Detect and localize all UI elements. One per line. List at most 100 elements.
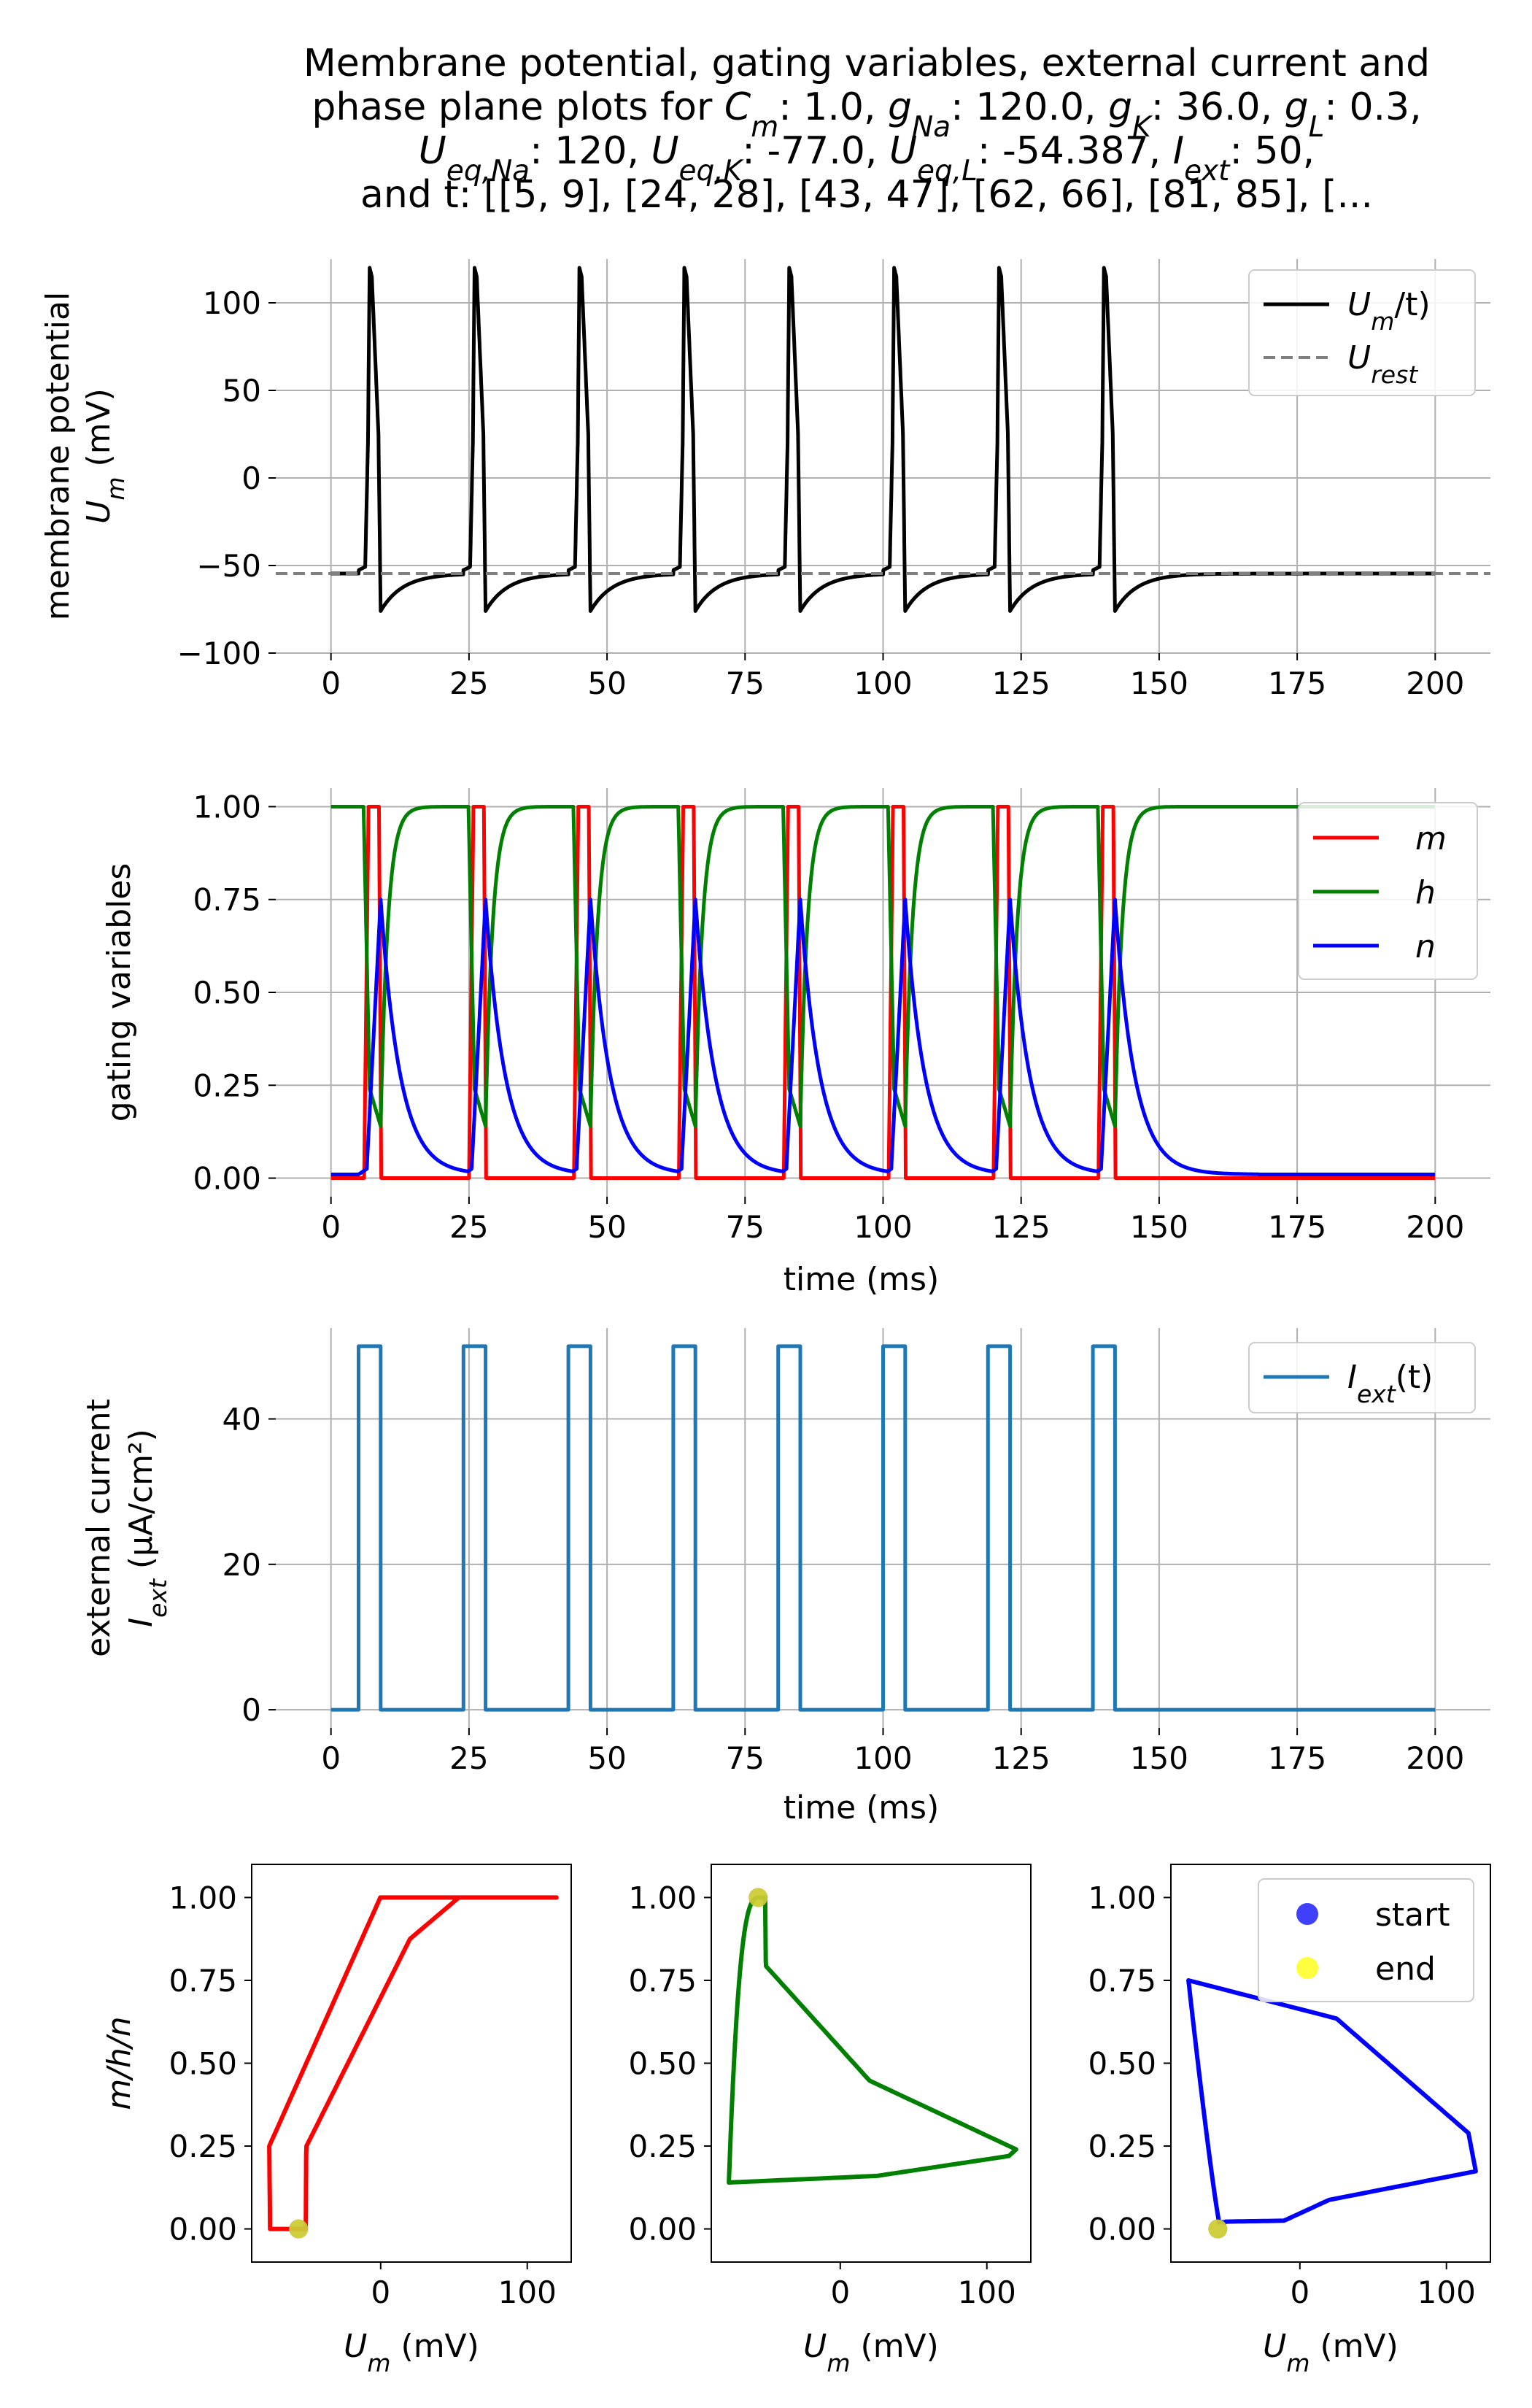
x-tick-label: 200	[1406, 665, 1464, 701]
x-tick-label: 175	[1268, 1740, 1326, 1776]
y-tick-label: 1.00	[628, 1880, 697, 1915]
x-tick-label: 50	[587, 1209, 626, 1245]
legend-label: Iext(t)	[1347, 1359, 1433, 1408]
x-tick-label: 125	[992, 1740, 1051, 1776]
y-tick-label: 0.25	[193, 1068, 261, 1103]
y-axis-label: membrane potential	[39, 292, 77, 620]
legend-label: Urest	[1347, 339, 1418, 389]
y-axis-label: gating variables	[101, 863, 138, 1122]
y-tick-label: 20	[223, 1547, 261, 1583]
x-tick-label: 50	[587, 1740, 626, 1776]
x-tick-label: 0	[371, 2274, 390, 2310]
x-tick-label: 0	[321, 1740, 341, 1776]
gating-m-line	[329, 805, 1437, 1180]
y-tick-label: 0.75	[193, 882, 261, 918]
y-tick-label: 1.00	[169, 1880, 237, 1915]
external-current-line	[330, 1344, 1436, 1712]
y-tick-label: 0.25	[169, 2129, 237, 2164]
legend-swatch	[1296, 1903, 1318, 1925]
y-tick-label: −50	[196, 548, 261, 584]
end-marker	[748, 1888, 768, 1907]
x-tick-label: 0	[321, 1209, 341, 1245]
membrane-potential-line	[329, 266, 1437, 613]
x-tick-label: 200	[1406, 1740, 1464, 1776]
y-tick-label: 0	[241, 1692, 261, 1728]
y-axis-label: external current	[80, 1399, 117, 1657]
phase-plane-m: 0 100 0.00 0.25 0.50 0.75 1.00 Um (mV)	[169, 1864, 572, 2377]
title-line: Ueq,Na: 120, Ueq,K: -77.0, Ueq,L: -54.38…	[419, 129, 1315, 188]
y-tick-label: 1.00	[1088, 1880, 1156, 1915]
y-tick-label: 0.25	[1088, 2129, 1156, 2164]
y-tick-label: 0.50	[628, 2046, 697, 2082]
y-tick-label: 0.00	[1088, 2212, 1156, 2247]
legend-label: n	[1415, 928, 1436, 965]
x-tick-label: 100	[854, 1209, 912, 1245]
y-tick-label: 0.25	[628, 2129, 697, 2164]
title-line: Membrane potential, gating variables, ex…	[303, 42, 1430, 85]
x-tick-label: 175	[1268, 665, 1326, 701]
x-tick-label: 150	[1130, 665, 1188, 701]
x-tick-label: 100	[498, 2274, 557, 2310]
gating-n-line	[329, 898, 1437, 1176]
legend-label: start	[1375, 1896, 1450, 1934]
x-tick-label: 0	[1290, 2274, 1309, 2310]
legend-frame	[1248, 1342, 1476, 1413]
gating-variables-panel: 0 25 50 75 100 125 150 175 200 0.00 0.25 0.50 0.75 1.…	[101, 788, 1490, 1298]
y-tick-label: 0.75	[628, 1963, 697, 1999]
x-tick-label: 75	[726, 1209, 765, 1245]
y-axis-label: Iext (μA/cm²)	[123, 1429, 172, 1627]
x-tick-label: 0	[321, 665, 341, 701]
legend-label: Um/t)	[1347, 286, 1431, 336]
y-tick-label: 0.75	[169, 1963, 237, 1999]
x-tick-label: 175	[1268, 1209, 1326, 1245]
x-axis-label: time (ms)	[784, 1261, 940, 1298]
external-current-panel: 0 25 50 75 100 125 150 175 200 0 20 40 external curr…	[80, 1328, 1490, 1826]
y-tick-label: 0.00	[628, 2212, 697, 2247]
x-tick-label: 200	[1406, 1209, 1464, 1245]
x-tick-label: 100	[1417, 2274, 1476, 2310]
y-tick-label: 0.75	[1088, 1963, 1156, 1999]
y-tick-label: 40	[223, 1402, 261, 1438]
x-axis-label: Um (mV)	[1263, 2328, 1398, 2377]
legend-frame	[1248, 269, 1476, 396]
legend-label: h	[1415, 874, 1436, 911]
x-tick-label: 25	[449, 665, 488, 701]
end-marker	[1208, 2219, 1228, 2239]
y-tick-label: 0	[241, 460, 261, 496]
y-tick-label: −100	[177, 636, 261, 671]
phase-plane-h: 0 100 0.00 0.25 0.50 0.75 1.00 Um (mV)	[628, 1864, 1032, 2377]
x-tick-label: 150	[1130, 1209, 1188, 1245]
legend-label: end	[1375, 1950, 1436, 1988]
y-axis-label: Um (mV)	[80, 388, 130, 524]
x-axis-label: Um (mV)	[803, 2328, 939, 2377]
y-tick-label: 50	[223, 373, 261, 409]
x-tick-label: 100	[854, 665, 912, 701]
title-line: and t: [[5, 9], [24, 28], [43, 47], [62,…	[360, 173, 1373, 217]
phase-plane-n: 0 100 0.00 0.25 0.50 0.75 1.00 Um (mV)	[1088, 1864, 1491, 2377]
y-tick-label: 0.00	[193, 1161, 261, 1197]
y-tick-label: 1.00	[193, 789, 261, 825]
x-tick-label: 50	[587, 665, 626, 701]
x-tick-label: 125	[992, 1209, 1051, 1245]
legend-swatch	[1296, 1957, 1318, 1979]
x-axis-label: Um (mV)	[344, 2328, 479, 2377]
y-tick-label: 0.00	[169, 2212, 237, 2247]
end-marker	[289, 2219, 309, 2239]
phase-trajectory-n	[1186, 1978, 1478, 2226]
gating-h-line	[329, 805, 1437, 1128]
x-tick-label: 25	[449, 1209, 488, 1245]
y-tick-label: 0.50	[1088, 2046, 1156, 2082]
x-tick-label: 75	[726, 665, 765, 701]
x-tick-label: 100	[958, 2274, 1016, 2310]
legend-frame	[1298, 802, 1478, 980]
x-tick-label: 0	[830, 2274, 850, 2310]
title-line: phase plane plots for Cm: 1.0, gNa: 120.…	[312, 85, 1421, 144]
y-tick-label: 0.50	[193, 975, 261, 1011]
x-tick-label: 25	[449, 1740, 488, 1776]
x-tick-label: 100	[854, 1740, 912, 1776]
x-axis-label: time (ms)	[784, 1789, 940, 1826]
y-axis-label: m/h/n	[101, 2016, 138, 2110]
x-tick-label: 75	[726, 1740, 765, 1776]
